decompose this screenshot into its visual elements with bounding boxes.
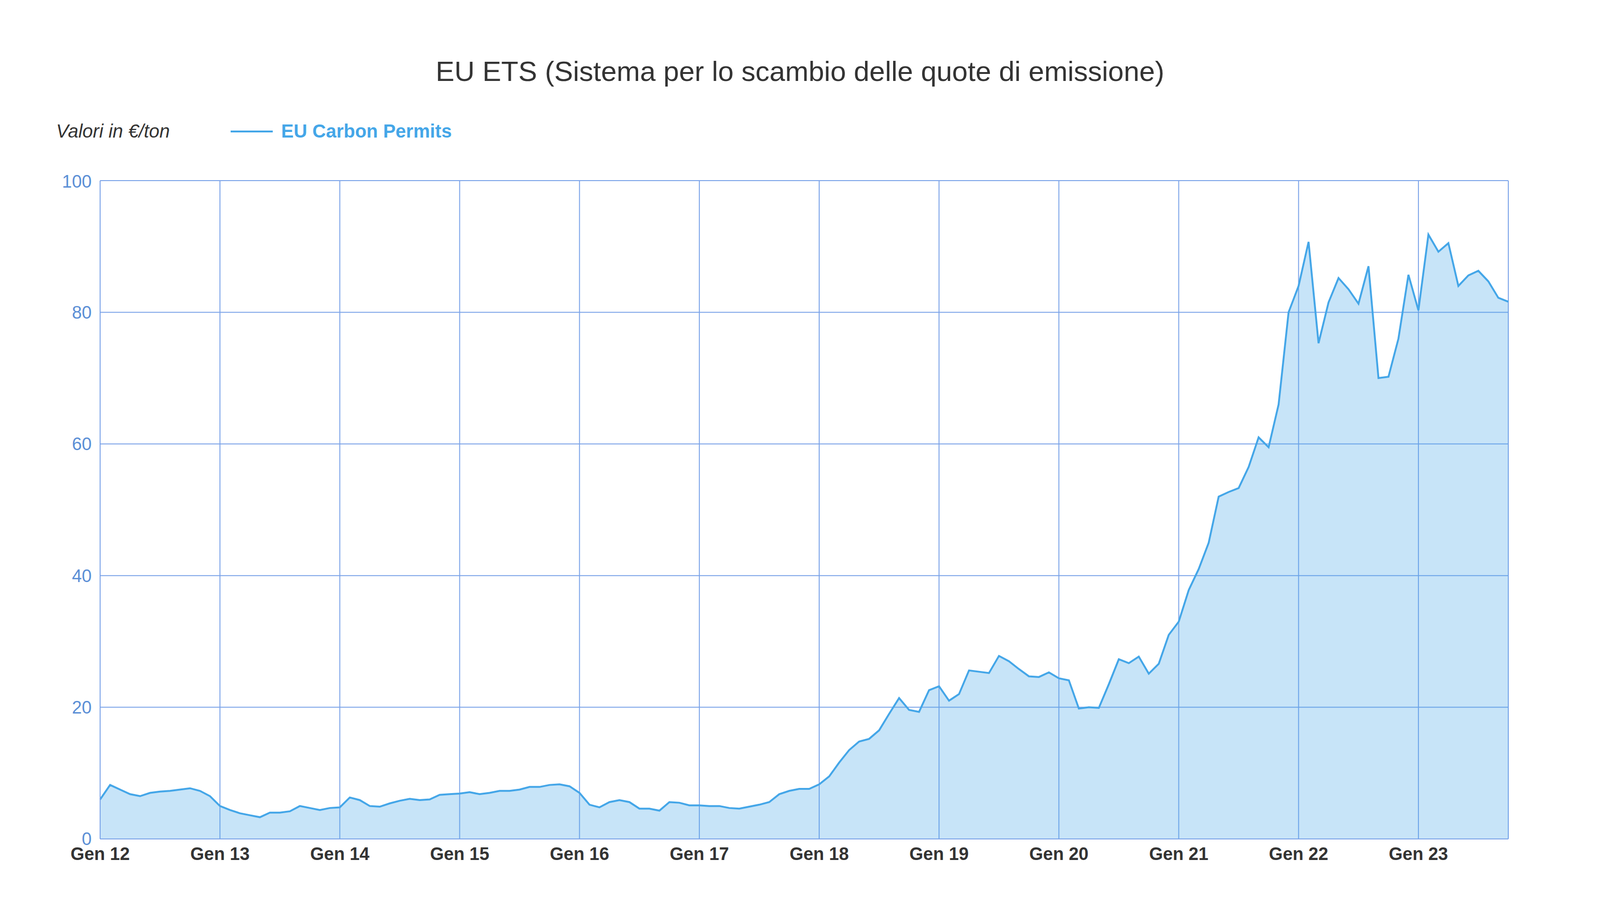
svg-text:80: 80 <box>72 302 92 323</box>
svg-text:Gen 19: Gen 19 <box>909 843 969 864</box>
html-text:EU ETS (Sistema per lo scambio: EU ETS (Sistema per lo scambio delle quo… <box>435 55 1165 88</box>
svg-text:Gen 20: Gen 20 <box>1029 843 1089 864</box>
svg-text:0: 0 <box>81 829 92 849</box>
svg-text:40: 40 <box>72 566 92 586</box>
svg-text:60: 60 <box>72 434 92 454</box>
svg-text:Gen 18: Gen 18 <box>789 843 850 864</box>
html-text:Valori in €/ton: Valori in €/ton <box>56 120 170 142</box>
svg-text:20: 20 <box>72 697 92 718</box>
svg-text:Gen 22: Gen 22 <box>1268 843 1329 864</box>
svg-text:Gen 13: Gen 13 <box>190 843 250 864</box>
svg-text:Gen 23: Gen 23 <box>1389 843 1449 864</box>
svg-text:100: 100 <box>62 171 92 192</box>
svg-text:Gen 16: Gen 16 <box>549 843 610 864</box>
svg-text:Gen 17: Gen 17 <box>669 843 729 864</box>
html-text:EU Carbon Permits: EU Carbon Permits <box>281 120 452 142</box>
svg-text:Gen 14: Gen 14 <box>310 843 370 864</box>
svg-text:Gen 21: Gen 21 <box>1149 843 1209 864</box>
svg-text:Gen 12: Gen 12 <box>70 843 131 864</box>
svg-text:Gen 15: Gen 15 <box>429 843 490 864</box>
